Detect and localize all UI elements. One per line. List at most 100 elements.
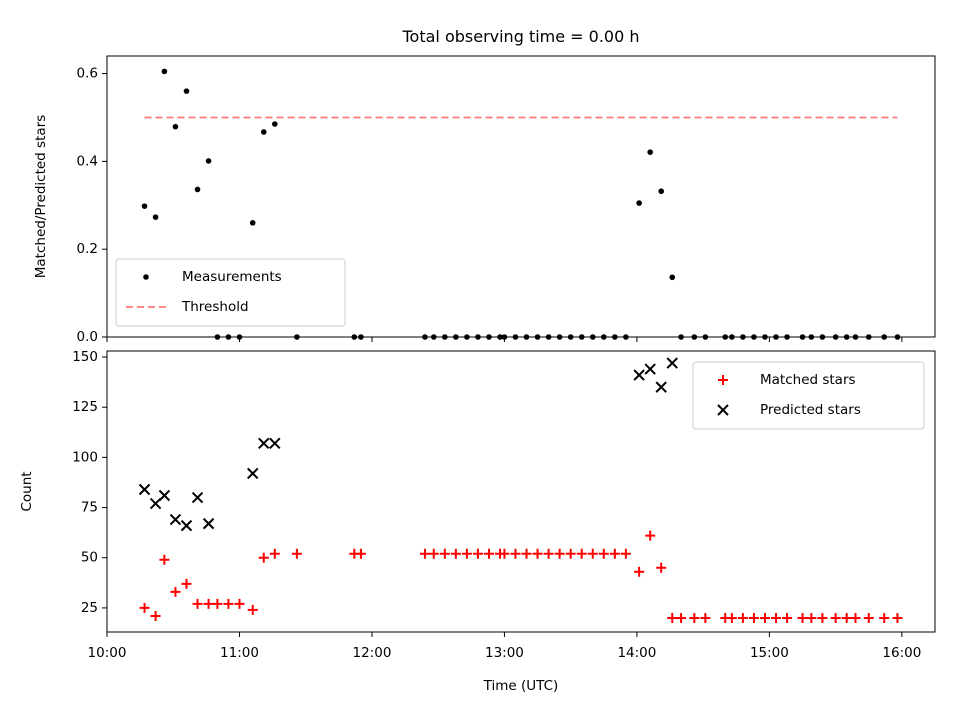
legend-marker-matched: [718, 375, 728, 385]
matched-star-point: [247, 604, 258, 615]
matched-star-point: [139, 602, 150, 613]
predicted-star-point: [258, 437, 270, 450]
measurement-point: [161, 68, 168, 75]
predicted-star-point: [247, 467, 259, 480]
matched-star-point: [565, 548, 576, 559]
x-tick-label: 14:00: [617, 645, 656, 661]
measurement-point: [647, 149, 653, 155]
plot-frame-top: [106, 55, 936, 338]
matched-star-point: [510, 548, 521, 559]
measurement-point: [205, 158, 212, 164]
matched-star-point: [170, 586, 181, 597]
matched-star-point: [192, 598, 203, 609]
measurement-point: [669, 274, 676, 281]
y-tick-label-bottom: 100: [72, 449, 98, 465]
matched-star-point: [782, 612, 793, 623]
predicted-star-point: [169, 513, 182, 526]
matched-star-point: [532, 548, 543, 559]
predicted-star-point: [191, 491, 204, 504]
predicted-star-point: [138, 483, 151, 496]
matched-star-point: [203, 598, 214, 609]
x-tick-label: 11:00: [220, 645, 259, 661]
measurement-point: [183, 88, 190, 94]
chart-title: Total observing time = 0.00 h: [401, 27, 639, 46]
legend-top: [115, 258, 346, 327]
matched-star-point: [159, 554, 170, 565]
y-tick-label-bottom: 125: [72, 399, 98, 415]
matched-star-point: [797, 612, 808, 623]
predicted-star-point: [202, 517, 215, 530]
y-tick-label-bottom: 75: [81, 500, 98, 516]
matched-star-point: [689, 612, 700, 623]
matched-star-point: [521, 548, 532, 559]
predicted-star-point: [633, 369, 645, 381]
matched-star-point: [269, 548, 280, 559]
measurement-point: [152, 214, 159, 220]
legend-label-measurements: Measurements: [182, 269, 282, 285]
predicted-star-point: [269, 437, 281, 450]
matched-star-point: [234, 598, 245, 609]
y-tick-label-bottom: 50: [81, 550, 98, 566]
x-axis-label: Time (UTC): [483, 678, 559, 694]
matched-star-point: [841, 612, 852, 623]
matched-star-point: [609, 548, 620, 559]
predicted-star-point: [180, 519, 193, 532]
matched-star-point: [850, 612, 861, 623]
predicted-star-point: [655, 381, 667, 393]
matched-star-point: [700, 612, 711, 623]
matched-star-point: [587, 548, 598, 559]
matched-star-point: [150, 610, 161, 621]
legend-marker-measurements: [143, 274, 149, 280]
matched-star-point: [223, 598, 234, 609]
measurement-point: [141, 203, 148, 209]
matched-star-point: [576, 548, 587, 559]
x-tick-label: 10:00: [88, 645, 127, 661]
legend-bottom: [692, 361, 925, 430]
matched-star-point: [830, 612, 841, 623]
matched-star-point: [428, 548, 439, 559]
matched-star-point: [212, 598, 223, 609]
predicted-star-point: [158, 489, 171, 502]
matched-star-point: [499, 548, 510, 559]
matched-star-point: [726, 612, 737, 623]
matched-star-point: [554, 548, 565, 559]
matched-star-point: [667, 612, 678, 623]
x-tick-label: 13:00: [485, 645, 524, 661]
y-axis-label-top: Matched/Predicted stars: [33, 115, 49, 278]
matched-star-point: [450, 548, 461, 559]
matched-star-point: [771, 612, 782, 623]
matched-star-point: [258, 552, 269, 563]
x-tick-label: 16:00: [882, 645, 921, 661]
matched-star-point: [879, 612, 890, 623]
matched-star-point: [472, 548, 483, 559]
matched-star-point: [737, 612, 748, 623]
matched-star-point: [806, 612, 817, 623]
x-tick-label: 15:00: [750, 645, 789, 661]
legend-label-matched: Matched stars: [760, 372, 856, 388]
matched-star-point: [439, 548, 450, 559]
matched-star-point: [759, 612, 770, 623]
matched-star-point: [598, 548, 609, 559]
legend-marker-predicted: [717, 404, 729, 416]
legend-label-predicted: Predicted stars: [760, 402, 861, 418]
measurement-point: [172, 123, 179, 130]
x-tick-label: 12:00: [353, 645, 392, 661]
measurement-point: [249, 220, 256, 226]
legend-label-threshold: Threshold: [181, 299, 249, 315]
matched-star-point: [863, 612, 874, 623]
predicted-star-point: [644, 363, 656, 375]
predicted-star-point: [149, 497, 162, 510]
y-tick-label-top: 0.2: [77, 241, 98, 257]
measurement-point: [636, 200, 642, 206]
measurement-point: [272, 121, 278, 127]
matched-star-point: [483, 548, 494, 559]
matched-star-point: [634, 566, 645, 577]
matched-star-point: [543, 548, 554, 559]
measurement-point: [260, 129, 267, 135]
matched-star-point: [817, 612, 828, 623]
matched-star-point: [419, 548, 430, 559]
y-tick-label-top: 0.0: [77, 329, 98, 345]
matched-star-point: [620, 548, 631, 559]
matched-star-point: [355, 548, 366, 559]
measurement-point: [658, 188, 665, 195]
